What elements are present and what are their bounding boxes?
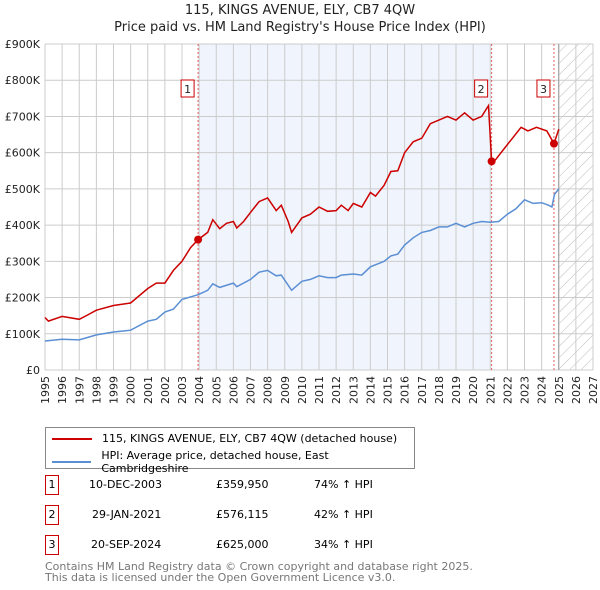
x-tick-label: 2003 [176, 376, 189, 404]
sale-marker-badge: 3 [45, 535, 59, 555]
x-tick-label: 2000 [125, 376, 138, 404]
sale-label: 2 [478, 83, 485, 96]
x-tick-label: 2026 [570, 376, 583, 404]
property-price-line [44, 103, 560, 322]
x-tick-label: 2016 [399, 376, 412, 404]
y-tick-label: £0 [26, 364, 40, 377]
footer: Contains HM Land Registry data © Crown c… [45, 561, 473, 583]
sale-label-box [474, 79, 489, 98]
x-tick-label: 2023 [519, 376, 532, 404]
sale-point [194, 235, 203, 244]
x-tick-label: 1997 [73, 376, 86, 404]
y-tick-label: £300K [5, 255, 41, 268]
sale-marker-badge: 1 [45, 475, 59, 495]
sale-hpi-diff: 74% ↑ HPI [314, 478, 373, 491]
x-tick-label: 2007 [245, 376, 258, 404]
x-tick-label: 2021 [484, 376, 497, 404]
y-tick-label: £700K [5, 110, 41, 123]
y-tick-label: £800K [5, 74, 41, 87]
x-tick-label: 2025 [553, 376, 566, 404]
x-tick-label: 2017 [416, 376, 429, 404]
y-tick-label: £400K [5, 219, 41, 232]
legend: 115, KINGS AVENUE, ELY, CB7 4QW (detache… [45, 427, 415, 475]
y-tick-label: £100K [5, 328, 41, 341]
y-tick-label: £200K [5, 292, 41, 305]
x-tick-label: 1998 [90, 376, 103, 404]
x-tick-label: 2010 [296, 376, 309, 404]
legend-swatch-red [52, 437, 92, 440]
x-tick-label: 2024 [536, 376, 549, 404]
footer-licence: This data is licensed under the Open Gov… [45, 571, 396, 584]
sale-hpi-diff: 42% ↑ HPI [314, 508, 373, 521]
x-tick-label: 2002 [159, 376, 172, 404]
x-tick-label: 2015 [382, 376, 395, 404]
x-tick-label: 2004 [193, 376, 206, 404]
x-tick-label: 1996 [56, 376, 69, 404]
x-tick-label: 2027 [587, 376, 600, 404]
sale-label-box [180, 79, 195, 98]
x-tick-label: 2011 [313, 376, 326, 404]
chart-subtitle: Price paid vs. HM Land Registry's House … [114, 20, 486, 35]
x-tick-label: 2018 [433, 376, 446, 404]
x-tick-label: 2019 [450, 376, 463, 404]
ownership-shade [198, 44, 492, 370]
x-tick-label: 2001 [142, 376, 155, 404]
sale-point [487, 157, 496, 166]
x-tick-label: 2020 [467, 376, 480, 404]
legend-item-hpi: HPI: Average price, detached house, East… [52, 449, 414, 475]
hpi-line [44, 188, 560, 342]
sale-label-box [536, 79, 551, 98]
legend-label-property: 115, KINGS AVENUE, ELY, CB7 4QW (detache… [102, 432, 398, 445]
x-tick-label: 2008 [262, 376, 275, 404]
chart-title: 115, KINGS AVENUE, ELY, CB7 4QW [184, 3, 416, 18]
x-tick-label: 2009 [279, 376, 292, 404]
sale-label: 3 [540, 83, 547, 96]
sale-hpi-diff: 34% ↑ HPI [314, 538, 373, 551]
sale-marker-badge: 2 [45, 505, 59, 525]
x-tick-label: 2012 [330, 376, 343, 404]
x-tick-label: 1995 [39, 376, 52, 404]
sale-point [549, 139, 558, 148]
sale-date: 29-JAN-2021 [92, 508, 162, 521]
price-chart: 1995 1996 1997 1998 1999 2000 2001 2002 2003 2004… [5, 38, 600, 404]
sale-price: £576,115 [216, 508, 269, 521]
legend-swatch-blue [52, 461, 92, 463]
sale-label: 1 [184, 83, 191, 96]
y-tick-label: £900K [5, 38, 41, 51]
x-tick-label: 2006 [227, 376, 240, 404]
legend-label-hpi: HPI: Average price, detached house, East… [101, 449, 329, 475]
footer-copyright: Contains HM Land Registry data © Crown c… [45, 560, 473, 573]
sale-price: £625,000 [216, 538, 269, 551]
y-tick-label: £500K [5, 183, 41, 196]
legend-item-property: 115, KINGS AVENUE, ELY, CB7 4QW (detache… [52, 432, 397, 445]
x-tick-label: 2014 [364, 376, 377, 404]
x-tick-label: 2005 [210, 376, 223, 404]
sale-date: 10-DEC-2003 [89, 478, 163, 491]
sale-date: 20-SEP-2024 [91, 538, 162, 551]
x-tick-label: 2022 [501, 376, 514, 404]
x-tick-label: 2013 [347, 376, 360, 404]
sale-price: £359,950 [216, 478, 269, 491]
y-tick-label: £600K [5, 147, 41, 160]
x-tick-label: 1999 [108, 376, 121, 404]
